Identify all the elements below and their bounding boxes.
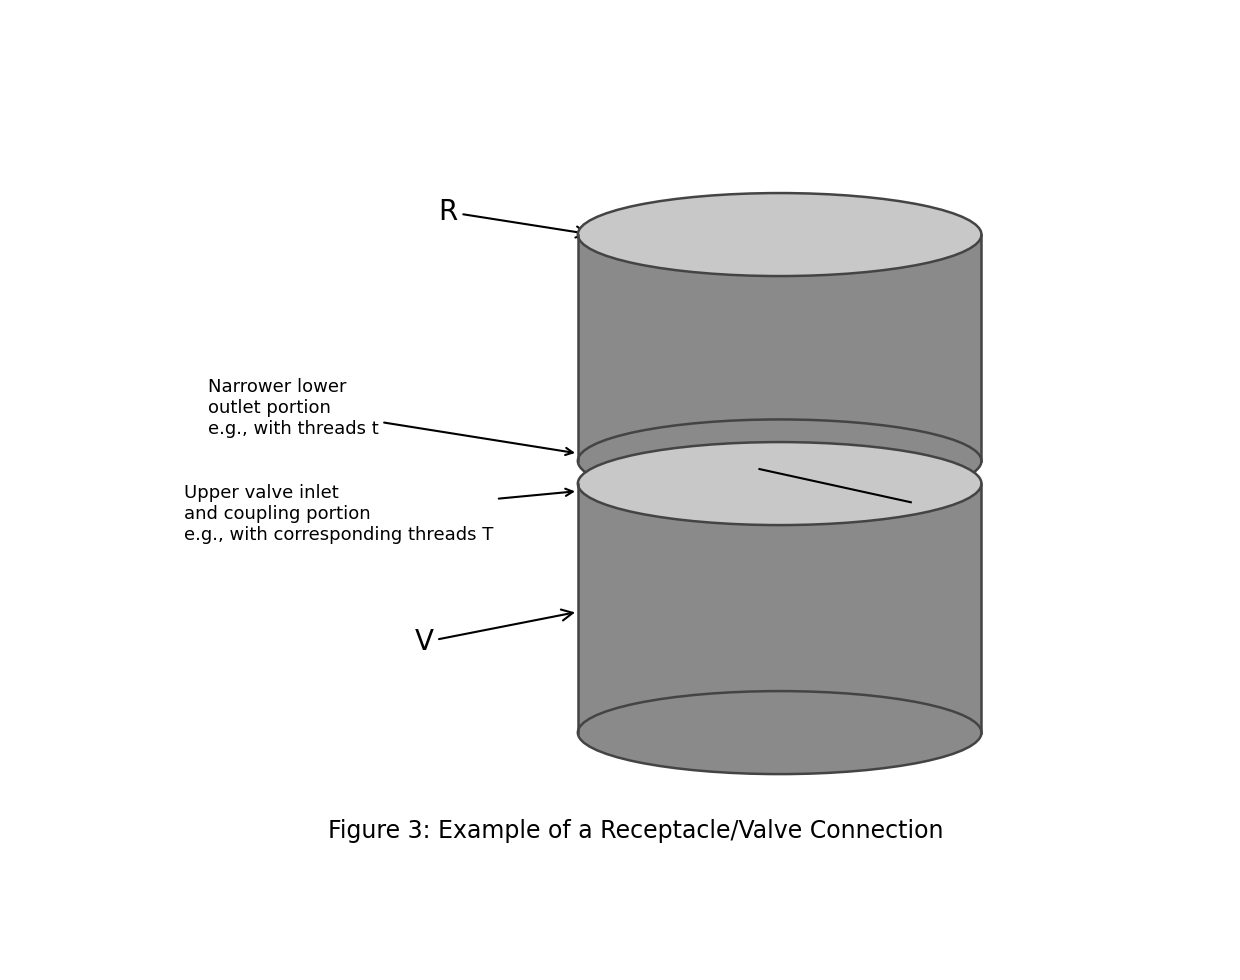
Ellipse shape (578, 193, 982, 276)
Ellipse shape (578, 691, 982, 774)
Text: Narrower lower
outlet portion
e.g., with threads t: Narrower lower outlet portion e.g., with… (208, 378, 573, 455)
Polygon shape (578, 483, 982, 733)
Text: R: R (439, 198, 588, 237)
Text: Upper valve inlet
and coupling portion
e.g., with corresponding threads T: Upper valve inlet and coupling portion e… (184, 484, 573, 544)
Ellipse shape (578, 419, 982, 503)
Ellipse shape (578, 442, 982, 525)
Text: Figure 3: Example of a Receptacle/Valve Connection: Figure 3: Example of a Receptacle/Valve … (327, 818, 944, 843)
Polygon shape (578, 234, 982, 461)
Text: V: V (414, 610, 573, 656)
